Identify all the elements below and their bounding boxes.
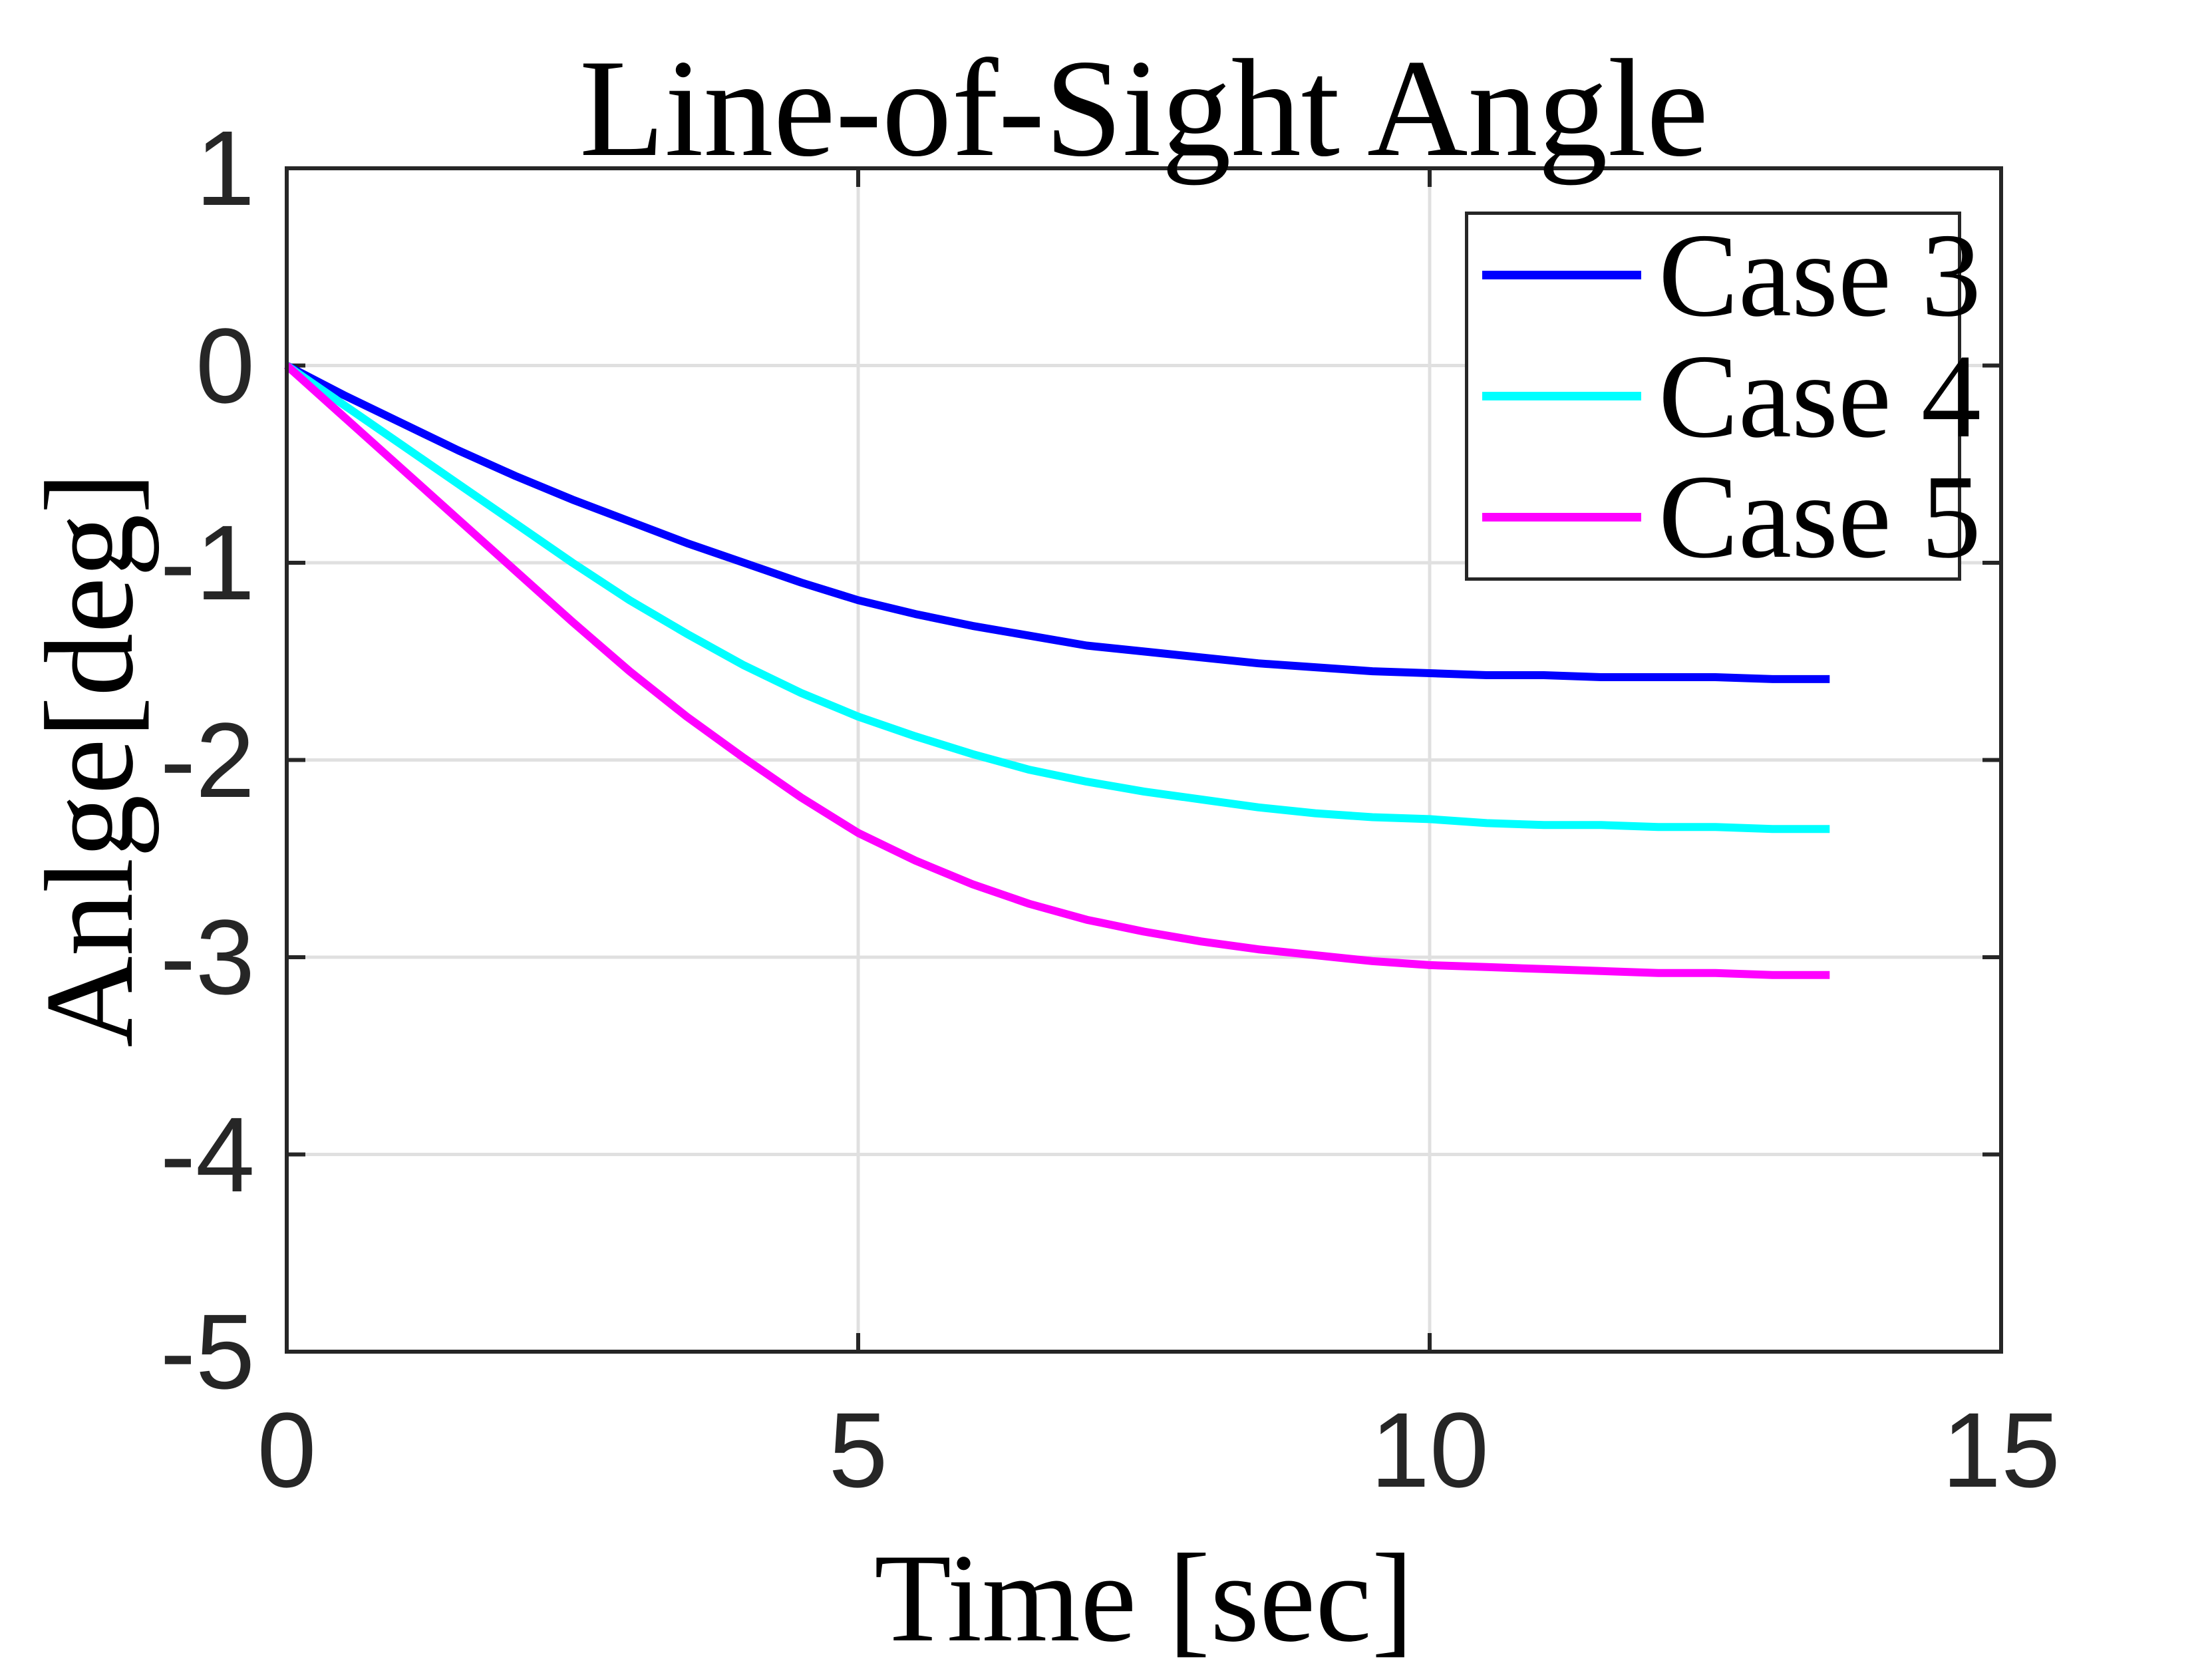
x-tick-label: 10 bbox=[1370, 1390, 1489, 1509]
legend-item-case-5: Case 5 bbox=[1468, 456, 1981, 577]
legend-item-case-4: Case 4 bbox=[1468, 336, 1981, 457]
axes-box bbox=[285, 166, 2003, 1354]
y-tick-label: -4 bbox=[160, 1094, 255, 1214]
x-axis-label: Time [sec] bbox=[874, 1529, 1414, 1659]
legend-line-swatch-case-4 bbox=[1482, 392, 1641, 400]
legend-item-case-3: Case 3 bbox=[1468, 215, 1981, 336]
y-tick-label: 1 bbox=[196, 108, 255, 227]
legend-label-case-3: Case 3 bbox=[1659, 208, 1981, 341]
legend-line-swatch-case-5 bbox=[1482, 512, 1641, 522]
legend-line-swatch-case-3 bbox=[1482, 271, 1641, 280]
legend-label-case-5: Case 5 bbox=[1659, 450, 1981, 583]
x-tick-label: 15 bbox=[1942, 1390, 2060, 1509]
series-line-case-5 bbox=[283, 363, 1830, 979]
series-line-case-3 bbox=[285, 362, 1830, 683]
y-tick-label: -1 bbox=[160, 503, 255, 622]
x-tick-label: 0 bbox=[257, 1390, 317, 1509]
x-tick-label: 5 bbox=[828, 1390, 888, 1509]
y-tick-label: -2 bbox=[160, 700, 255, 820]
legend: Case 3 Case 4 Case 5 bbox=[1465, 212, 1981, 581]
y-tick-label: -3 bbox=[160, 897, 255, 1016]
y-tick-label: -5 bbox=[160, 1292, 255, 1411]
y-tick-label: 0 bbox=[196, 305, 255, 425]
series-layer bbox=[283, 362, 1830, 979]
chart-title: Line-of-Sight Angle bbox=[579, 31, 1709, 186]
legend-label-case-4: Case 4 bbox=[1659, 329, 1981, 462]
series-line-case-4 bbox=[284, 362, 1830, 833]
